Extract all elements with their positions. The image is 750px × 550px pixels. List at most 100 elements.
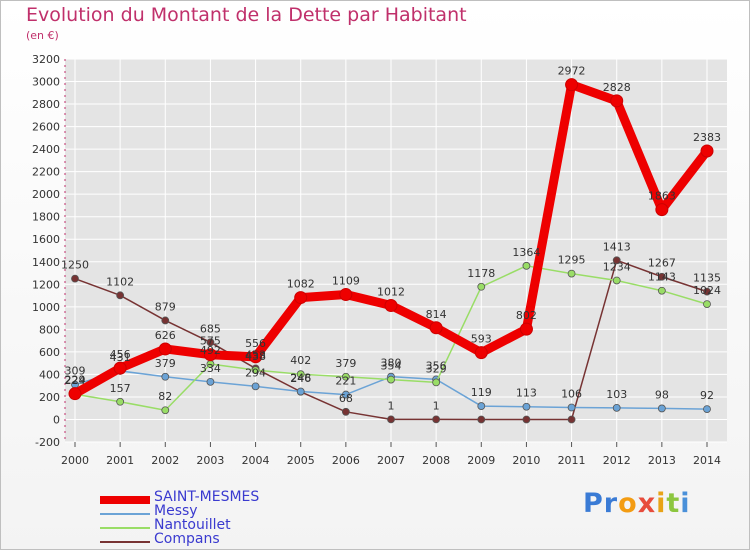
data-label: 294 — [245, 366, 266, 379]
data-label: 593 — [471, 333, 492, 346]
data-label: 379 — [155, 357, 176, 370]
data-label: 1863 — [648, 190, 676, 203]
data-point — [432, 378, 441, 387]
data-label: 575 — [200, 335, 221, 348]
y-tick-label: 3000 — [32, 76, 60, 89]
x-tick-label: 2013 — [648, 454, 676, 467]
data-point — [294, 291, 308, 305]
data-label: 354 — [381, 360, 402, 373]
data-label: 1 — [388, 399, 395, 412]
data-point — [296, 370, 305, 379]
proxiti-logo: Proxiti — [583, 488, 691, 519]
data-label: 1024 — [693, 284, 721, 297]
data-point — [522, 402, 531, 411]
data-point — [522, 261, 531, 270]
data-point — [477, 402, 486, 410]
data-label: 2383 — [693, 131, 721, 144]
data-point — [474, 346, 488, 360]
data-point — [567, 415, 576, 424]
data-point — [477, 282, 486, 291]
data-label: 1413 — [603, 240, 631, 253]
y-tick-label: 2800 — [32, 98, 60, 111]
data-label: 431 — [110, 351, 131, 364]
data-label: 1234 — [603, 260, 631, 273]
data-label: 1082 — [287, 278, 315, 291]
x-tick-label: 2010 — [512, 454, 540, 467]
data-point — [612, 276, 621, 285]
x-tick-label: 2014 — [693, 454, 721, 467]
data-label: 402 — [290, 354, 311, 367]
data-label: 221 — [335, 375, 356, 388]
data-label: 1250 — [61, 259, 89, 272]
x-tick-label: 2000 — [61, 454, 89, 467]
data-point — [432, 415, 441, 424]
data-point — [657, 286, 666, 295]
data-point — [116, 291, 125, 300]
data-point — [429, 321, 443, 335]
data-label: 2972 — [558, 65, 586, 78]
data-label: 1267 — [648, 257, 676, 270]
data-label: 1 — [433, 399, 440, 412]
legend-swatch — [100, 527, 150, 529]
x-tick-label: 2008 — [422, 454, 450, 467]
x-tick-label: 2005 — [287, 454, 315, 467]
y-tick-label: 3200 — [32, 53, 60, 66]
data-label: 98 — [655, 388, 669, 401]
y-tick-label: 800 — [39, 323, 60, 336]
data-label: 685 — [200, 322, 221, 335]
data-label: 1102 — [106, 275, 134, 288]
data-point — [565, 78, 579, 92]
data-label: 92 — [700, 389, 714, 402]
data-point — [71, 274, 79, 283]
data-point — [655, 203, 669, 217]
data-point — [567, 269, 576, 278]
x-tick-label: 2009 — [467, 454, 495, 467]
legend-label: SAINT-MESMES — [154, 489, 260, 505]
data-point — [700, 144, 714, 158]
data-point — [612, 403, 621, 412]
data-label: 456 — [110, 348, 131, 361]
data-label: 379 — [335, 357, 356, 370]
legend-swatch — [100, 541, 150, 543]
data-point — [477, 415, 486, 424]
data-label: 626 — [155, 329, 176, 342]
y-tick-label: 1600 — [32, 233, 60, 246]
data-point — [387, 415, 395, 424]
data-label: 309 — [65, 365, 86, 378]
legend-label: Messy — [154, 503, 198, 519]
data-point — [206, 338, 215, 347]
x-tick-label: 2004 — [242, 454, 270, 467]
data-point — [387, 375, 395, 384]
y-tick-label: 200 — [39, 391, 60, 404]
data-label: 1109 — [332, 275, 360, 288]
y-tick-label: 2200 — [32, 166, 60, 179]
data-point — [657, 272, 666, 281]
y-tick-label: -200 — [35, 436, 60, 449]
data-point — [296, 387, 305, 396]
y-tick-label: 2000 — [32, 188, 60, 201]
data-label: 356 — [426, 359, 447, 372]
y-tick-label: 400 — [39, 368, 60, 381]
data-point — [610, 94, 624, 108]
data-label: 556 — [245, 337, 266, 350]
data-point — [158, 342, 172, 356]
data-point — [161, 372, 170, 381]
y-tick-label: 1000 — [32, 301, 60, 314]
x-tick-label: 2011 — [558, 454, 586, 467]
legend-swatch — [100, 513, 150, 515]
legend-swatch — [100, 496, 150, 504]
y-tick-label: 0 — [53, 413, 60, 426]
y-tick-label: 1400 — [32, 256, 60, 269]
data-point — [384, 298, 398, 312]
data-label: 229 — [65, 374, 86, 387]
data-label: 82 — [158, 390, 172, 403]
data-label: 802 — [516, 309, 537, 322]
data-point — [339, 288, 353, 302]
data-point — [341, 390, 350, 399]
data-point — [703, 300, 711, 309]
data-label: 246 — [290, 372, 311, 385]
data-label: 380 — [381, 357, 402, 370]
y-tick-label: 1200 — [32, 278, 60, 291]
data-point — [567, 403, 576, 412]
